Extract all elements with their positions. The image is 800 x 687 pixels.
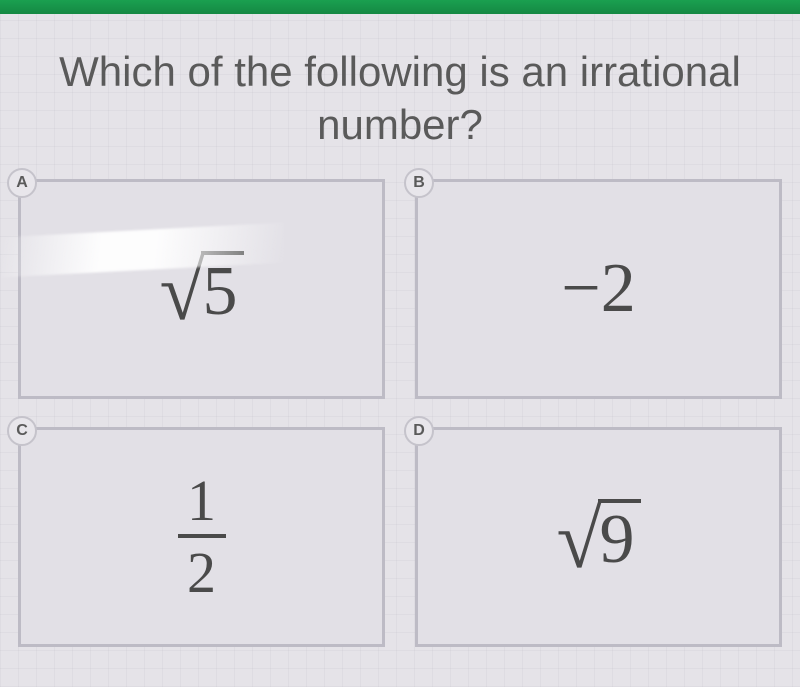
option-a[interactable]: A √ 5 bbox=[18, 179, 385, 399]
option-d-letter: D bbox=[404, 416, 434, 446]
top-accent-bar bbox=[0, 0, 800, 14]
question-text: Which of the following is an irrational … bbox=[40, 46, 760, 151]
radical-icon: √ bbox=[556, 505, 601, 575]
option-c-letter: C bbox=[7, 416, 37, 446]
question-line-2: number? bbox=[317, 101, 483, 148]
option-b-value: −2 bbox=[561, 254, 635, 324]
option-b[interactable]: B −2 bbox=[415, 179, 782, 399]
question-line-1: Which of the following is an irrational bbox=[59, 48, 741, 95]
option-c-math: 1 2 bbox=[178, 472, 226, 602]
question-container: Which of the following is an irrational … bbox=[0, 46, 800, 151]
option-c-numerator: 1 bbox=[187, 472, 216, 534]
option-b-letter: B bbox=[404, 168, 434, 198]
option-a-radicand: 5 bbox=[201, 251, 244, 327]
options-grid: A √ 5 B −2 C 1 2 D √ 9 bbox=[0, 179, 800, 665]
option-d-math: √ 9 bbox=[556, 499, 640, 575]
radical-icon: √ bbox=[159, 257, 204, 327]
option-a-math: √ 5 bbox=[159, 251, 243, 327]
option-c-denominator: 2 bbox=[187, 538, 216, 602]
option-c[interactable]: C 1 2 bbox=[18, 427, 385, 647]
option-d-radicand: 9 bbox=[598, 499, 641, 575]
option-d[interactable]: D √ 9 bbox=[415, 427, 782, 647]
option-a-letter: A bbox=[7, 168, 37, 198]
